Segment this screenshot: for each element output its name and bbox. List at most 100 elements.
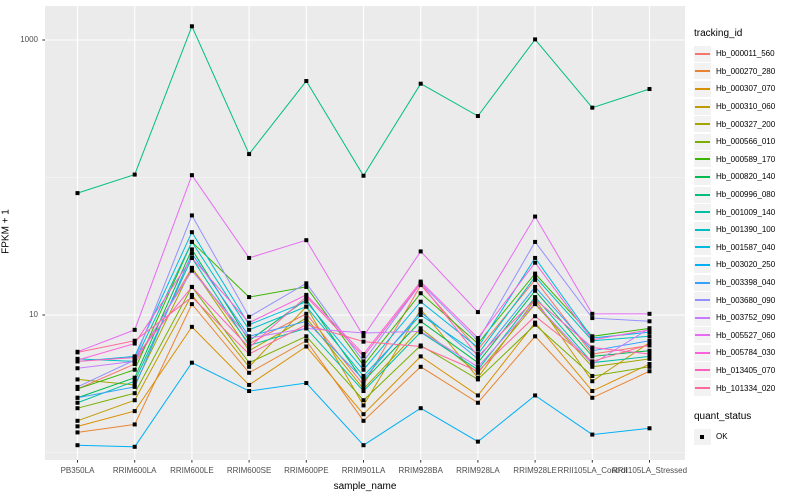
legend-line-icon [695, 299, 710, 302]
legend-item-label: Hb_001009_140 [716, 207, 776, 217]
legend-item: Hb_003680_090 [694, 291, 800, 309]
legend-item-label: Hb_005784_030 [716, 348, 776, 358]
legend-line-icon [695, 140, 710, 143]
legend-item: Hb_003020_250 [694, 256, 800, 274]
legend-item: Hb_013405_070 [694, 362, 800, 380]
legend-item-label: Hb_003398_040 [716, 278, 776, 288]
legend-key-swatch [694, 256, 711, 273]
x-tick-label: RRII105LA_Stressed [611, 466, 688, 475]
legend-line-icon [695, 52, 710, 55]
legend-item: Hb_003752_090 [694, 309, 800, 327]
legend-line-icon [695, 175, 710, 178]
legend-line-icon [695, 387, 710, 390]
x-tick-label: RRIM901LA [341, 466, 386, 475]
legend-item-label: Hb_000566_010 [716, 137, 776, 147]
legend-line-icon [695, 158, 710, 161]
legend-item: Hb_000589_170 [694, 151, 800, 169]
legend-item: Hb_000566_010 [694, 133, 800, 151]
legend-item: Hb_000820_140 [694, 168, 800, 186]
quant-ok-label: OK [716, 432, 728, 442]
legend-item: Hb_005784_030 [694, 344, 800, 362]
legend-item-quant-ok: OK [694, 428, 800, 446]
x-tick-label: RRIM600LA [112, 466, 157, 475]
legend-item-label: Hb_000011_560 [716, 49, 775, 59]
legend-item: Hb_000996_080 [694, 186, 800, 204]
legend-key-swatch [694, 116, 711, 133]
legend-key-swatch [694, 362, 711, 379]
quant-ok-point-icon [700, 434, 704, 439]
legend-item: Hb_101334_020 [694, 379, 800, 397]
legend-item: Hb_003398_040 [694, 274, 800, 292]
x-tick-label: RRIM600PE [284, 466, 329, 475]
legend-key-swatch [694, 186, 711, 203]
legend-key-swatch [694, 274, 711, 291]
legend-item-label: Hb_013405_070 [716, 365, 776, 375]
legend-item: Hb_001587_040 [694, 239, 800, 257]
legend-item: Hb_001009_140 [694, 203, 800, 221]
legend-item-label: Hb_005527_060 [716, 330, 776, 340]
legend-item: Hb_005527_060 [694, 327, 800, 345]
legend-line-icon [695, 334, 710, 337]
legend-line-icon [695, 123, 710, 126]
legend-item-label: Hb_001390_100 [716, 225, 776, 235]
legend-item-label: Hb_003752_090 [716, 313, 776, 323]
legend-key-swatch [694, 80, 711, 97]
legend-title-quant-status: quant_status [694, 410, 752, 422]
legend-key-swatch [694, 380, 711, 397]
legend-line-icon [695, 316, 710, 319]
legend-key-swatch [694, 239, 711, 256]
x-tick-label: RRIM928LA [456, 466, 500, 475]
x-tick-label: RRIM928LE [513, 466, 557, 475]
legend-items-tracking-id: Hb_000011_560 Hb_000270_280 Hb_000307_070 H… [694, 45, 800, 397]
x-tick-label: RRIM600SE [226, 466, 272, 475]
legend-line-icon [695, 246, 710, 249]
legend-item-label: Hb_000589_170 [716, 154, 776, 164]
legend-item: Hb_000011_560 [694, 45, 800, 63]
legend-item-label: Hb_000307_070 [716, 84, 776, 94]
x-tick-label: PB350LA [60, 466, 95, 475]
legend-line-icon [695, 369, 710, 372]
legend-line-icon [695, 70, 710, 73]
legend: tracking_id Hb_000011_560 Hb_000270_280 Hb… [694, 28, 800, 445]
legend-item: Hb_000327_200 [694, 115, 800, 133]
legend-item-label: Hb_101334_020 [716, 383, 776, 393]
legend-key-swatch [694, 327, 711, 344]
legend-key-swatch [694, 98, 711, 115]
legend-key-swatch [694, 221, 711, 238]
legend-item: Hb_000310_060 [694, 98, 800, 116]
legend-key-swatch [694, 168, 711, 185]
legend-line-icon [695, 281, 710, 284]
legend-line-icon [695, 87, 710, 90]
legend-key-swatch [694, 292, 711, 309]
legend-item-label: Hb_001587_040 [716, 242, 776, 252]
legend-title-tracking-id: tracking_id [694, 28, 743, 39]
x-axis-title: sample_name [333, 481, 397, 492]
legend-key-swatch [694, 45, 711, 62]
legend-item-label: Hb_003020_250 [716, 260, 776, 270]
y-tick-label: 1000 [20, 35, 38, 44]
legend-item: Hb_000270_280 [694, 63, 800, 81]
legend-line-icon [695, 211, 710, 214]
legend-item-label: Hb_000820_140 [716, 172, 776, 182]
legend-item: Hb_000307_070 [694, 80, 800, 98]
legend-key-swatch [694, 151, 711, 168]
x-tick-label: RRIM600LE [170, 466, 214, 475]
y-axis-title: FPKM + 1 [0, 209, 12, 254]
x-tick-label: RRII105LA_Control [557, 466, 627, 475]
legend-line-icon [695, 105, 710, 108]
legend-key-swatch [694, 63, 711, 80]
legend-line-icon [695, 351, 710, 354]
legend-item-label: Hb_000270_280 [716, 66, 776, 76]
legend-line-icon [695, 193, 710, 196]
legend-item-label: Hb_000996_080 [716, 190, 776, 200]
legend-line-icon [695, 263, 710, 266]
quant-ok-key [694, 428, 711, 445]
x-tick-label: RRIM928BA [398, 466, 443, 475]
legend-item: Hb_001390_100 [694, 221, 800, 239]
legend-item-label: Hb_000310_060 [716, 102, 776, 112]
legend-key-swatch [694, 204, 711, 221]
y-tick-label: 10 [29, 310, 38, 319]
legend-key-swatch [694, 344, 711, 361]
